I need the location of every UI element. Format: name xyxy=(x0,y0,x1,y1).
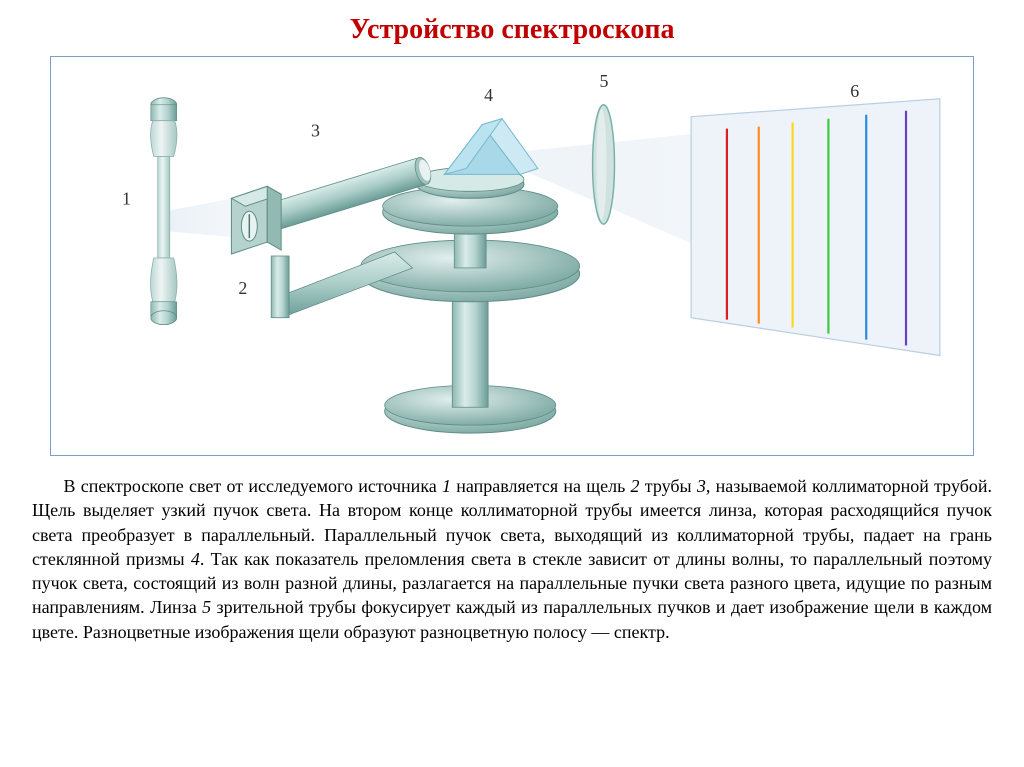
label-4: 4 xyxy=(484,85,493,105)
slit-housing xyxy=(231,186,281,254)
label-1: 1 xyxy=(122,188,131,208)
diagram-svg: 1 2 3 4 5 6 xyxy=(51,57,973,455)
base-stand xyxy=(361,167,580,433)
spectroscope-diagram: 1 2 3 4 5 6 xyxy=(50,56,974,456)
page-title: Устройство спектроскопа xyxy=(0,0,1024,56)
label-3: 3 xyxy=(311,121,320,141)
screen xyxy=(691,99,940,356)
label-5: 5 xyxy=(600,71,609,91)
lens xyxy=(593,105,615,224)
prism xyxy=(444,119,538,175)
label-6: 6 xyxy=(850,81,859,101)
body-text: В спектроскопе свет от исследуемого исто… xyxy=(0,456,1024,644)
label-2: 2 xyxy=(238,278,247,298)
